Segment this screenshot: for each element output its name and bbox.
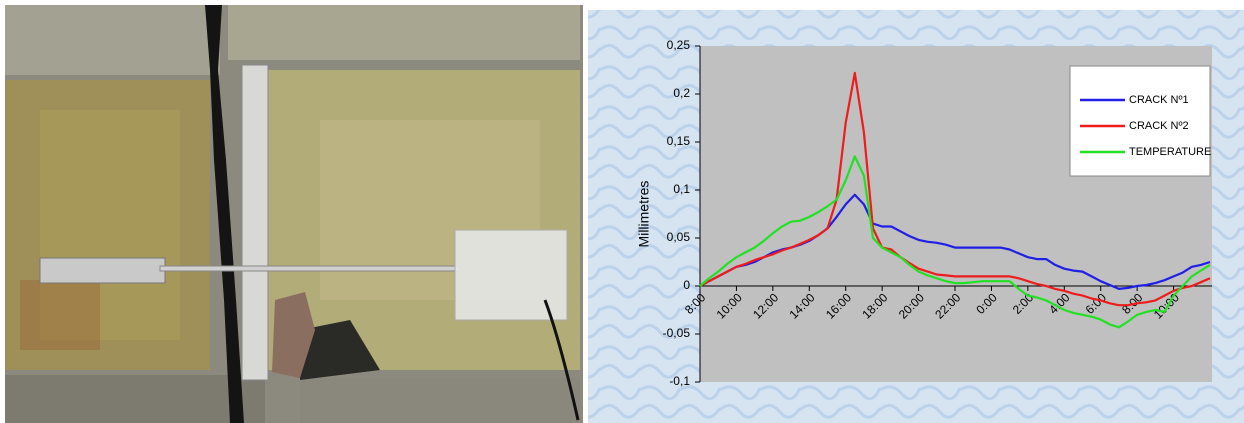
legend-label: CRACK Nº1 <box>1129 94 1189 106</box>
y-tick-label: -0,05 <box>663 326 691 340</box>
y-axis-label: Millimetres <box>636 181 652 248</box>
y-tick-label: 0,1 <box>673 182 690 196</box>
figure: Millimetres -0,1 -0,05 0 0,05 0,1 0,15 0,2 0,25… <box>0 0 1244 423</box>
legend-label: CRACK Nº2 <box>1129 120 1189 132</box>
legend-label: TEMPERATURE <box>1129 146 1211 158</box>
page: {"chart_data": {"type": "line", "y_label… <box>0 0 1244 423</box>
y-tick-label: 0,05 <box>667 230 691 244</box>
y-tick-label: 0,25 <box>667 38 691 52</box>
y-tick-label: -0,1 <box>669 374 690 388</box>
y-tick-label: 0 <box>683 278 690 292</box>
photo <box>5 5 583 423</box>
y-tick-label: 0,15 <box>667 134 691 148</box>
y-tick-label: 0,2 <box>673 86 690 100</box>
